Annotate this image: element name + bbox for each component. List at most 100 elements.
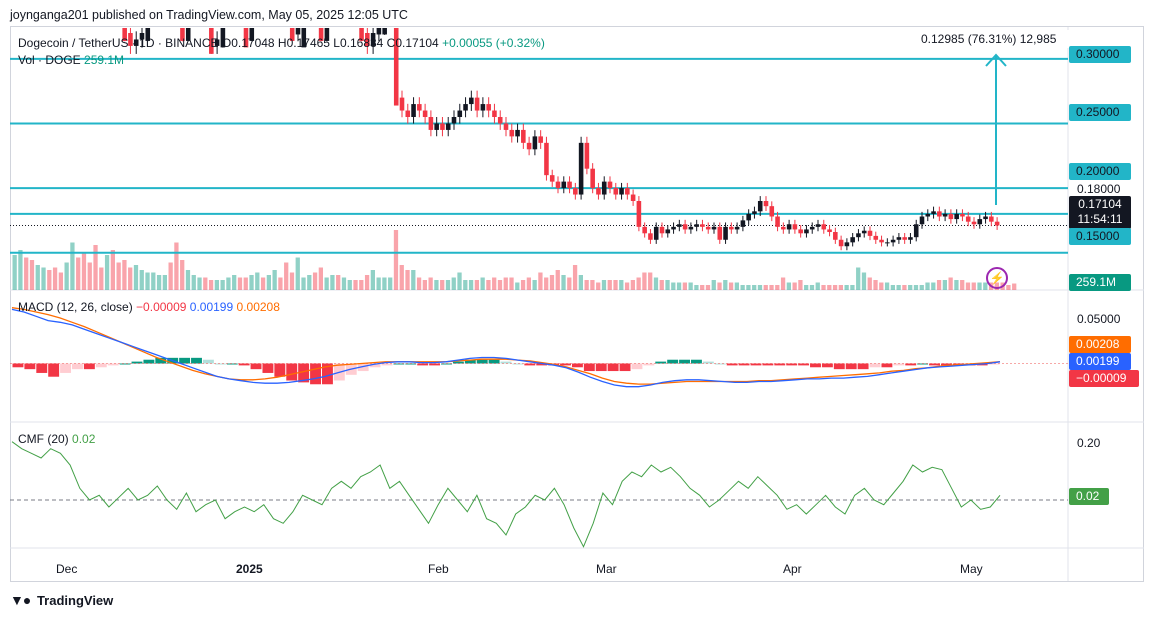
- macd-histogram-bar: [702, 361, 714, 364]
- volume-bar: [913, 285, 919, 290]
- candle-body: [902, 237, 907, 240]
- lightning-icon[interactable]: ⚡: [986, 267, 1008, 289]
- candle-body: [538, 136, 543, 143]
- volume-bar: [272, 270, 277, 290]
- symbol-name: Dogecoin / TetherUS · 1D · BINANCE: [18, 36, 219, 50]
- macd-histogram-bar: [655, 361, 667, 364]
- candle-body: [561, 181, 567, 189]
- volume-bar: [520, 280, 526, 290]
- cmf-label: CMF (20): [18, 432, 69, 446]
- candle-body: [711, 226, 717, 230]
- publisher-line: joynganga201 published on TradingView.co…: [10, 8, 408, 22]
- volume-bar: [64, 262, 69, 290]
- macd-histogram-bar: [262, 363, 274, 373]
- volume-bar: [497, 280, 503, 290]
- volume-bar: [284, 262, 289, 290]
- macd-histogram-bar: [929, 363, 940, 366]
- candle-body: [919, 216, 925, 225]
- volume-bar: [740, 285, 745, 290]
- cmf-value: 0.02: [72, 432, 96, 446]
- volume-bar: [717, 282, 722, 290]
- candle-body: [960, 213, 965, 217]
- volume-bar: [538, 272, 543, 290]
- volume-bar: [705, 285, 711, 290]
- candle-body: [850, 237, 855, 243]
- macd-histogram-bar: [810, 363, 821, 368]
- candle-body: [214, 39, 220, 46]
- candle-body: [827, 229, 832, 233]
- candle-body: [422, 110, 428, 117]
- volume-bar: [457, 272, 462, 290]
- volume-bar: [844, 285, 849, 290]
- level-tag-020: 0.20000: [1069, 163, 1131, 180]
- macd-histogram-bar: [393, 363, 405, 365]
- macd-histogram-bar: [988, 363, 1000, 365]
- macd-signal-line: [11, 307, 1001, 385]
- candle-body: [965, 216, 971, 222]
- volume-bar: [682, 282, 687, 290]
- volume-bar: [503, 277, 508, 290]
- macd-histogram-bar: [429, 363, 441, 366]
- candle-body: [659, 226, 665, 234]
- volume-bar: [162, 275, 167, 290]
- volume-bar: [411, 270, 416, 290]
- volume-bar: [572, 265, 578, 290]
- candle-body: [983, 216, 988, 220]
- volume-bar: [827, 285, 832, 290]
- volume-bar: [145, 272, 150, 290]
- volume-bar: [792, 282, 797, 290]
- candle-body: [653, 226, 659, 240]
- cmf-legend: CMF (20) 0.02: [18, 432, 95, 446]
- volume-bar: [12, 255, 17, 290]
- volume-bar: [896, 285, 901, 290]
- candle-body: [497, 117, 503, 124]
- bar-countdown: 11:54:11: [1077, 212, 1123, 226]
- macd-histogram-bar: [179, 357, 191, 364]
- candle-body: [209, 28, 214, 54]
- candle-body: [133, 39, 139, 46]
- candle-body: [804, 229, 809, 234]
- volume-bar: [47, 270, 52, 290]
- price-change: +0.00055 (+0.32%): [442, 36, 545, 50]
- candle-body: [913, 224, 919, 238]
- candle-body: [382, 28, 387, 35]
- candle-body: [873, 235, 879, 240]
- measure-label: 0.12985 (76.31%) 12,985: [913, 30, 1079, 48]
- candle-body: [636, 201, 642, 227]
- candle-body: [861, 230, 867, 234]
- candle-body: [989, 216, 994, 222]
- volume-bar: [99, 267, 104, 290]
- candle-body: [393, 28, 399, 106]
- volume-bar: [110, 250, 115, 290]
- volume-bar: [382, 277, 387, 290]
- volume-bar: [659, 280, 664, 290]
- macd-hist-value: −0.00009: [136, 300, 187, 314]
- candle-body: [757, 201, 763, 212]
- volume-bar: [555, 270, 560, 290]
- volume-bar: [492, 277, 497, 290]
- chart-frame: [10, 26, 1144, 582]
- volume-bar: [948, 277, 953, 290]
- macd-histogram-bar: [298, 363, 310, 383]
- volume-bar: [786, 282, 791, 290]
- brand-name: TradingView: [36, 593, 114, 608]
- volume-bar: [87, 262, 92, 290]
- volume-bar: [763, 285, 768, 290]
- volume-bar: [1012, 283, 1017, 290]
- candle-body: [411, 104, 416, 117]
- x-label-feb: Feb: [428, 562, 449, 576]
- volume-bar: [312, 272, 318, 290]
- macd-histogram-bar: [95, 363, 107, 368]
- volume-bar: [590, 280, 595, 290]
- candle-body: [469, 97, 474, 105]
- macd-histogram-bar: [441, 363, 452, 365]
- symbol-legend: Dogecoin / TetherUS · 1D · BINANCE O0.17…: [18, 36, 545, 50]
- volume-bar: [440, 280, 445, 290]
- volume-bar: [191, 275, 196, 290]
- macd-histogram-bar: [476, 359, 488, 364]
- candle-body: [734, 226, 740, 230]
- volume-bar: [965, 282, 971, 290]
- volume-bar: [578, 275, 583, 290]
- volume-bar: [486, 280, 491, 290]
